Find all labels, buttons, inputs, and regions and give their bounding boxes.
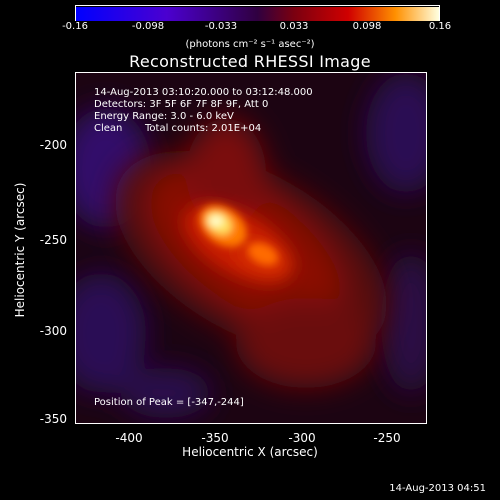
x-tick: -300 <box>288 431 316 445</box>
algorithm-label: Clean <box>94 123 123 134</box>
x-tick: -400 <box>115 431 143 445</box>
colorbar-tick: -0.098 <box>131 21 165 32</box>
colorbar-tick: 0.033 <box>279 21 309 32</box>
colorbar-tick: -0.033 <box>204 21 238 32</box>
energy-range: Energy Range: 3.0 - 6.0 keV <box>94 111 234 122</box>
total-counts: Total counts: 2.01E+04 <box>145 123 262 134</box>
rhessi-image-canvas <box>76 73 426 423</box>
y-tick: -250 <box>39 233 67 247</box>
colorbar-tick: 0.098 <box>352 21 382 32</box>
colorbar-gradient <box>76 7 439 21</box>
timestamp: 14-Aug-2013 04:51 <box>389 483 486 494</box>
y-tick: -300 <box>39 324 67 338</box>
y-tick: -200 <box>39 138 67 152</box>
rhessi-image <box>75 72 427 424</box>
colorbar <box>75 5 440 21</box>
y-axis-title: Heliocentric Y (arcsec) <box>13 182 27 318</box>
image-title: Reconstructed RHESSI Image <box>129 52 371 71</box>
y-tick: -350 <box>39 412 67 426</box>
detectors-info: Detectors: 3F 5F 6F 7F 8F 9F, Att 0 <box>94 99 269 110</box>
time-range: 14-Aug-2013 03:10:20.000 to 03:12:48.000 <box>94 87 313 98</box>
x-axis-title: Heliocentric X (arcsec) <box>182 445 318 459</box>
colorbar-tick: 0.16 <box>428 21 452 32</box>
x-tick: -250 <box>373 431 401 445</box>
peak-position: Position of Peak = [-347,-244] <box>94 397 244 408</box>
x-tick: -350 <box>201 431 229 445</box>
colorbar-units: (photons cm⁻² s⁻¹ asec⁻²) <box>185 39 315 50</box>
colorbar-tick: -0.16 <box>62 21 88 32</box>
